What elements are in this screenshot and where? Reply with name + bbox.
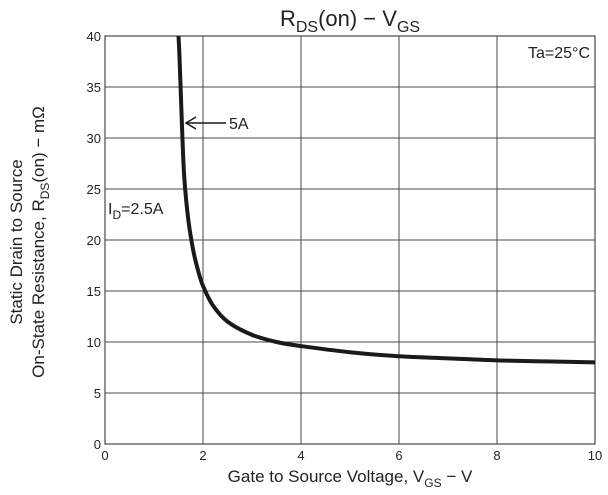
x-tick-label: 6 <box>395 448 402 463</box>
y-tick-label: 0 <box>94 437 101 452</box>
y-axis-label-line2-sub: DS <box>38 183 52 200</box>
x-tick-label: 10 <box>588 448 602 463</box>
series-line-5a <box>176 35 596 365</box>
y-tick-label: 25 <box>87 182 101 197</box>
y-tick-label: 15 <box>87 284 101 299</box>
x-axis-label-sub: GS <box>424 476 441 490</box>
title-gs-sub: GS <box>397 19 420 36</box>
label-id-sub: D <box>112 208 121 222</box>
y-axis-label-line2-prefix: On-State Resistance, R <box>29 199 48 378</box>
title-rest: (on) − V <box>318 6 397 31</box>
y-tick-label: 5 <box>94 386 101 401</box>
x-axis-label-main: Gate to Source Voltage, V <box>228 467 425 486</box>
y-tick-label: 20 <box>87 233 101 248</box>
y-axis-label-line2-suffix: (on) − mΩ <box>29 106 48 182</box>
temperature-annotation: Ta=25°C <box>528 45 590 62</box>
label-id-i: I <box>108 201 112 218</box>
x-tick-label: 4 <box>297 448 304 463</box>
y-tick-label: 30 <box>87 131 101 146</box>
y-axis-label-line2: On-State Resistance, RDS(on) − mΩ <box>29 106 52 378</box>
y-tick-label: 40 <box>87 29 101 44</box>
y-tick-label: 35 <box>87 80 101 95</box>
y-tick-label: 10 <box>87 335 101 350</box>
y-axis-label-line1: Static Drain to Source <box>7 159 26 324</box>
label-id-2-5a: ID=2.5A <box>108 201 164 222</box>
chart-title: RDS(on) − VGS <box>280 6 420 36</box>
x-tick-label: 8 <box>493 448 500 463</box>
grid-lines <box>104 35 596 445</box>
y-axis-label: Static Drain to Source On-State Resistan… <box>7 106 52 378</box>
tick-labels: 0 2 4 6 8 10 0 5 10 15 20 25 30 35 40 <box>87 29 603 463</box>
x-axis-label-suffix: − V <box>442 467 473 486</box>
series-layer <box>176 35 596 365</box>
x-axis-label: Gate to Source Voltage, VGS − V <box>228 467 473 490</box>
label-id-value: =2.5A <box>121 201 164 218</box>
arrow-5a-head <box>184 116 197 130</box>
title-ds-sub: DS <box>296 19 318 36</box>
annotations: Ta=25°C 5A ID=2.5A <box>108 45 590 222</box>
label-5a: 5A <box>229 116 249 133</box>
x-tick-label: 0 <box>101 448 108 463</box>
x-tick-label: 2 <box>199 448 206 463</box>
title-r: R <box>280 6 296 31</box>
